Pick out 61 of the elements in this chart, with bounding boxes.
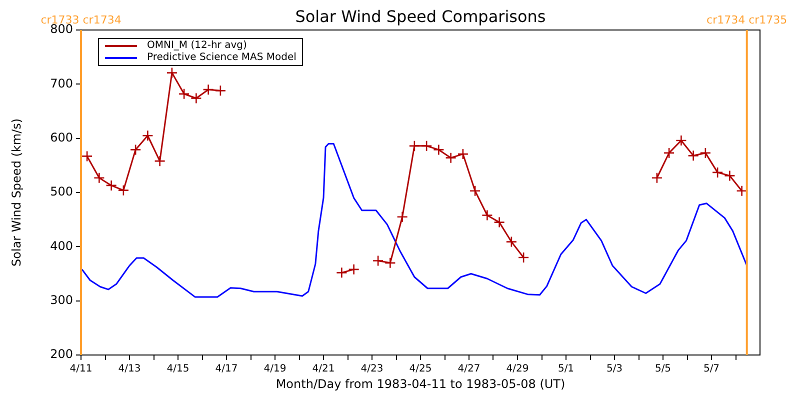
point (445, 152, 456, 164)
point (166, 67, 178, 78)
x-tick-label: 4/15 (166, 364, 190, 375)
x-axis-title: Month/Day from 1983-04-11 to 1983-05-08 (UT) (276, 376, 566, 391)
y-axis-title: Solar Wind Speed (km/s) (9, 118, 24, 267)
x-tick-label: 5/1 (558, 364, 574, 375)
point (190, 92, 202, 104)
point (348, 264, 360, 276)
y-tick-label: 600 (50, 130, 73, 144)
chart-title: Solar Wind Speed Comparisons (295, 7, 546, 26)
point (457, 148, 469, 160)
y-tick-label: 400 (50, 238, 73, 253)
point (506, 236, 518, 248)
point (214, 85, 226, 96)
point (336, 267, 348, 278)
x-tick-label: 4/21 (312, 364, 335, 375)
point (142, 130, 154, 142)
point (408, 140, 420, 152)
point (494, 216, 505, 228)
point (676, 134, 687, 146)
point (518, 252, 530, 264)
point (651, 172, 663, 184)
x-tick-label: 4/11 (70, 364, 92, 375)
x-tick-label: 5/7 (703, 364, 720, 375)
point (482, 210, 493, 221)
point (118, 184, 130, 196)
y-tick-label: 700 (50, 76, 73, 90)
x-tick-label: 5/5 (654, 364, 672, 375)
point (106, 180, 117, 192)
point (372, 255, 384, 266)
ref-line-label: cr1734 cr1735 (706, 13, 788, 26)
x-tick-label: 4/29 (506, 364, 529, 375)
legend-label: Predictive Science MAS Model (147, 52, 296, 64)
point (178, 88, 190, 100)
x-tick-label: 4/27 (458, 364, 480, 375)
y-tick-label: 300 (50, 292, 73, 307)
point (712, 166, 724, 178)
point (154, 155, 166, 167)
x-tick-label: 4/19 (264, 364, 286, 375)
point (724, 170, 736, 182)
point (130, 144, 142, 156)
point (81, 150, 93, 162)
point (700, 147, 712, 159)
point (433, 144, 444, 156)
x-tick-label: 4/23 (360, 364, 384, 375)
x-tick-label: 5/3 (606, 364, 623, 375)
point (688, 150, 699, 162)
legend-label: OMNI_M (12-hr avg) (147, 40, 247, 52)
point (663, 147, 675, 159)
point (420, 140, 432, 152)
point (736, 185, 748, 197)
x-tick-label: 4/17 (215, 364, 238, 375)
x-tick-label: 4/25 (409, 364, 432, 375)
y-tick-label: 200 (50, 347, 73, 362)
y-tick-label: 500 (50, 184, 73, 199)
point (384, 257, 396, 269)
point (202, 84, 214, 96)
point (94, 172, 105, 184)
point (396, 211, 408, 223)
point (469, 185, 481, 197)
x-tick-label: 4/13 (118, 364, 141, 375)
